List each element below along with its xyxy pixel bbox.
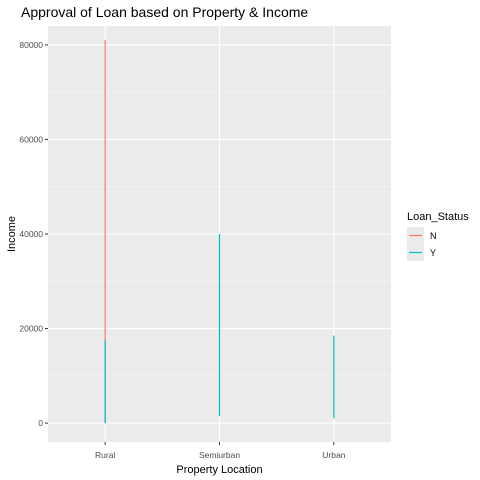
legend-label-n: N (430, 231, 437, 241)
y-tick-label: 80000 (19, 40, 43, 50)
x-tick-label: Rural (95, 450, 115, 460)
x-axis: Rural Semiurban Urban (95, 442, 346, 460)
y-axis: 0 20000 40000 60000 80000 (19, 40, 48, 428)
data-marks (104, 40, 335, 424)
x-tick-label: Semiurban (199, 450, 240, 460)
y-axis-title: Income (6, 216, 18, 252)
y-tick-label: 0 (38, 418, 43, 428)
x-axis-title: Property Location (176, 464, 262, 476)
y-tick-label: 60000 (19, 134, 43, 144)
legend: Loan_Status NY (407, 211, 469, 261)
x-tick-label: Urban (322, 450, 345, 460)
legend-title: Loan_Status (407, 211, 469, 223)
y-tick-label: 40000 (19, 229, 43, 239)
y-tick-label: 20000 (19, 324, 43, 334)
chart-title: Approval of Loan based on Property & Inc… (21, 4, 309, 20)
legend-label-y: Y (430, 248, 436, 258)
